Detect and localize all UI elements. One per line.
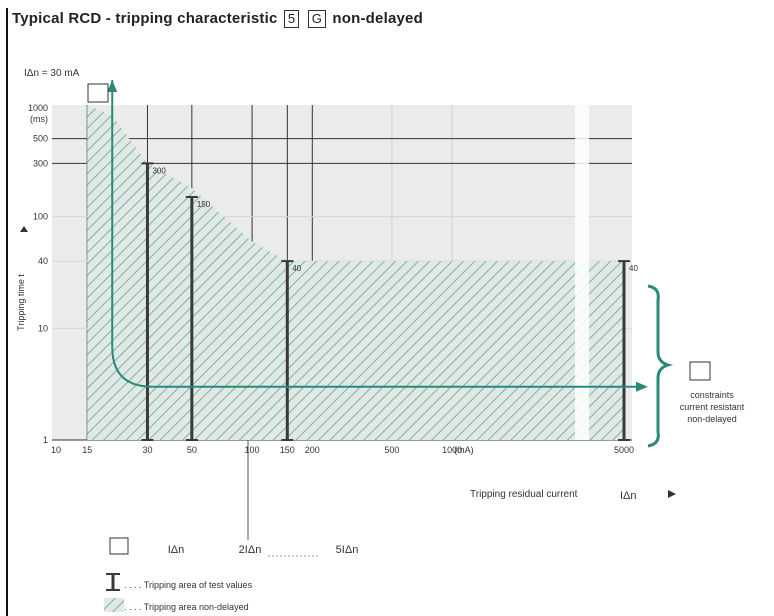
legend-area-label: . . . . Tripping area non-delayed (124, 602, 249, 612)
legend: . . . . Tripping area of test values . . … (104, 573, 253, 612)
multiple-label: 5IΔn (336, 544, 359, 556)
right-arrow-icon (636, 381, 648, 392)
test-value-bars: 300 150 40 40 (141, 162, 638, 441)
up-arrow-icon (107, 80, 118, 92)
x-tick-label: 200 (305, 445, 320, 455)
bracket-label: constraints current resistant non-delayed (680, 390, 745, 424)
y-top-label: 1000 (28, 103, 48, 113)
x-tick-label: 50 (187, 445, 197, 455)
x-tick-labels: 10 15 30 50 100 150 200 500 1000 5000 (51, 445, 634, 455)
axis-break-band (575, 105, 589, 440)
y-tick-label: 40 (38, 256, 48, 266)
bracket-label-line: current resistant (680, 402, 745, 412)
y-tick-label: 1 (43, 435, 48, 445)
multiples-row: IΔn 2IΔn 5IΔn (109, 440, 359, 557)
x-axis-label: Tripping residual current (470, 489, 578, 500)
tripping-area-non-delayed (87, 105, 624, 440)
x-axis-unit: (mA) (454, 445, 474, 455)
trip-curve-group (107, 80, 648, 392)
multiple-label: 2IΔn (239, 544, 262, 556)
bracket-label-line: non-delayed (687, 414, 737, 424)
test-value-label: 40 (292, 264, 301, 273)
multiple-label: IΔn (168, 544, 185, 556)
y-tick-labels: 500 300 100 40 10 1 (33, 134, 48, 445)
legend-hatch-swatch-icon (104, 598, 124, 612)
y-tick-label: 500 (33, 134, 48, 144)
test-value-label: 150 (197, 200, 211, 209)
x-tick-label: 15 (82, 445, 92, 455)
constraints-box-icon (689, 361, 711, 381)
y-tick-label: 10 (38, 323, 48, 333)
left-margin-rule (6, 8, 8, 616)
title-box-5: 5 (283, 10, 300, 28)
title-suffix: non-delayed (332, 10, 423, 27)
title-box-g: G (307, 10, 327, 28)
y-axis-arrowhead-icon (20, 226, 28, 232)
y-tick-label: 100 (33, 212, 48, 222)
legend-test-values-label: . . . . Tripping area of test values (124, 580, 253, 590)
x-tick-label: 150 (280, 445, 295, 455)
rated-current-box-icon (87, 83, 109, 103)
x-tick-label: 10 (51, 445, 61, 455)
y-top-unit: (ms) (30, 114, 48, 124)
bracket-label-line: constraints (690, 390, 734, 400)
trip-curve-bend (111, 346, 153, 388)
x-tick-label: 1000 (442, 445, 462, 455)
test-value-label: 300 (152, 166, 166, 175)
test-value-label: 40 (629, 264, 638, 273)
x-axis-arrowhead-icon (668, 490, 676, 498)
x-tick-label: 30 (142, 445, 152, 455)
rated-current-label: IΔn = 30 mA (24, 68, 80, 79)
multiples-box-icon (109, 537, 129, 555)
x-tick-label: 500 (384, 445, 399, 455)
x-tick-label: 100 (245, 445, 260, 455)
y-axis-label: Tripping time t (16, 274, 26, 331)
title-text: Typical RCD - tripping characteristic (12, 10, 278, 27)
y-tick-label: 300 (33, 158, 48, 168)
chart-title: Typical RCD - tripping characteristic 5 … (12, 10, 423, 28)
curly-bracket-icon (647, 284, 674, 448)
x-axis-symbol: IΔn (620, 490, 637, 502)
x-tick-label: 5000 (614, 445, 634, 455)
